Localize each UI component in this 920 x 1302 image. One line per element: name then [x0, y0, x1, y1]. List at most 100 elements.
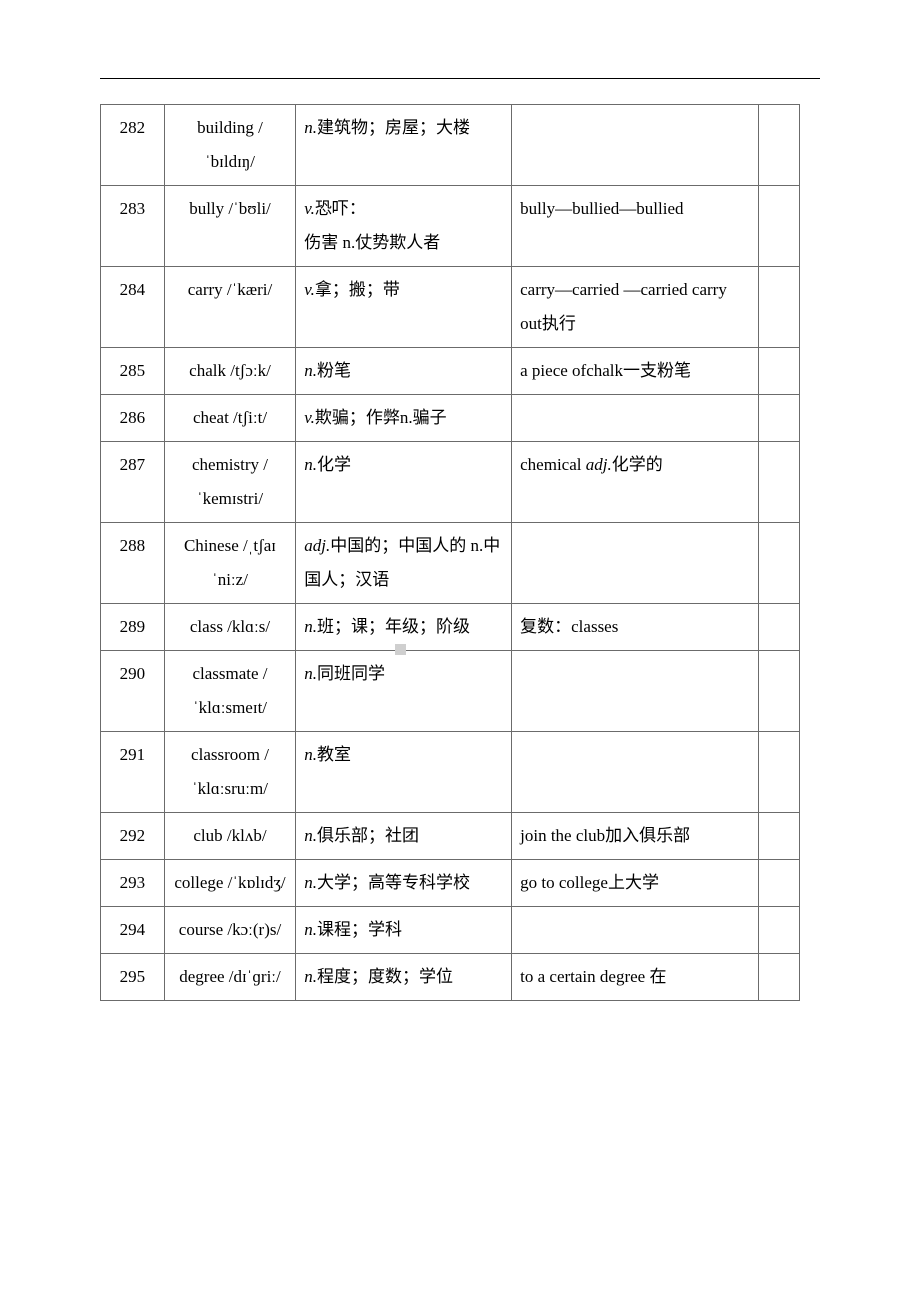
row-word: Chinese /ˌtʃaɪˈniːz/ — [164, 523, 296, 604]
row-blank — [758, 395, 799, 442]
notes-pos: adj. — [586, 455, 612, 474]
row-num: 283 — [101, 186, 165, 267]
row-def: n.化学 — [296, 442, 512, 523]
row-num: 286 — [101, 395, 165, 442]
pos-label: n. — [304, 920, 317, 939]
table-row: 293 college /ˈkɒlɪdʒ/ n.大学；高等专科学校 go to … — [101, 860, 800, 907]
table-row: 294 course /kɔː(r)s/ n.课程；学科 — [101, 907, 800, 954]
row-blank — [758, 523, 799, 604]
row-notes: bully—bullied—bullied — [512, 186, 759, 267]
def-text: 恐吓： — [315, 199, 366, 218]
row-word: college /ˈkɒlɪdʒ/ — [164, 860, 296, 907]
pos-label: v. — [304, 408, 315, 427]
table-row: 292 club /klʌb/ n.俱乐部；社团 join the club加入… — [101, 813, 800, 860]
row-def: v.欺骗；作弊n.骗子 — [296, 395, 512, 442]
row-notes: to a certain degree 在 — [512, 954, 759, 1001]
row-num: 292 — [101, 813, 165, 860]
table-row: 295 degree /dɪˈɡriː/ n.程度；度数；学位 to a cer… — [101, 954, 800, 1001]
row-def: n.同班同学 — [296, 651, 512, 732]
row-word: classroom /ˈklɑːsruːm/ — [164, 732, 296, 813]
pos-label: n. — [304, 967, 317, 986]
table-row: 287 chemistry /ˈkemɪstri/ n.化学 chemical … — [101, 442, 800, 523]
row-blank — [758, 813, 799, 860]
row-blank — [758, 604, 799, 651]
row-blank — [758, 442, 799, 523]
row-def: n.粉笔 — [296, 348, 512, 395]
page: 282 building /ˈbɪldɪŋ/ n.建筑物；房屋；大楼 283 b… — [0, 0, 920, 1302]
def-extra: 伤害 n.仗势欺人者 — [304, 233, 440, 252]
row-word: chemistry /ˈkemɪstri/ — [164, 442, 296, 523]
row-blank — [758, 732, 799, 813]
row-notes: join the club加入俱乐部 — [512, 813, 759, 860]
table-row: 291 classroom /ˈklɑːsruːm/ n.教室 — [101, 732, 800, 813]
row-def: v.拿；搬；带 — [296, 267, 512, 348]
pos-label: n. — [304, 617, 317, 636]
row-notes — [512, 732, 759, 813]
row-word: carry /ˈkæri/ — [164, 267, 296, 348]
pos-label: n. — [304, 455, 317, 474]
pos-label: v. — [304, 199, 315, 218]
table-row: 288 Chinese /ˌtʃaɪˈniːz/ adj.中国的；中国人的 n.… — [101, 523, 800, 604]
row-num: 289 — [101, 604, 165, 651]
table-row: 283 bully /ˈbʊli/ v.恐吓： 伤害 n.仗势欺人者 bully—… — [101, 186, 800, 267]
pos-label: n. — [304, 664, 317, 683]
row-word: bully /ˈbʊli/ — [164, 186, 296, 267]
def-text: 化学 — [317, 455, 351, 474]
row-def: v.恐吓： 伤害 n.仗势欺人者 — [296, 186, 512, 267]
def-text: 班；课；年级；阶级 — [317, 617, 470, 636]
pos-label: n. — [304, 826, 317, 845]
def-text: 课程；学科 — [317, 920, 402, 939]
row-notes — [512, 523, 759, 604]
pos-label: n. — [304, 745, 317, 764]
row-notes: go to college上大学 — [512, 860, 759, 907]
table-row: 284 carry /ˈkæri/ v.拿；搬；带 carry—carried … — [101, 267, 800, 348]
row-num: 294 — [101, 907, 165, 954]
notes-post: 化学的 — [612, 455, 663, 474]
row-word: building /ˈbɪldɪŋ/ — [164, 105, 296, 186]
row-notes: carry—carried —carried carry out执行 — [512, 267, 759, 348]
pos-label: n. — [304, 118, 317, 137]
row-def: n.课程；学科 — [296, 907, 512, 954]
row-blank — [758, 954, 799, 1001]
row-blank — [758, 186, 799, 267]
row-notes: 复数：classes — [512, 604, 759, 651]
row-blank — [758, 105, 799, 186]
def-text: 大学；高等专科学校 — [317, 873, 470, 892]
notes-pre: chemical — [520, 455, 586, 474]
row-notes: chemical adj.化学的 — [512, 442, 759, 523]
row-def: n.教室 — [296, 732, 512, 813]
def-text: 教室 — [317, 745, 351, 764]
row-num: 290 — [101, 651, 165, 732]
pos-label: v. — [304, 280, 315, 299]
row-notes — [512, 105, 759, 186]
row-def: n.大学；高等专科学校 — [296, 860, 512, 907]
row-notes — [512, 907, 759, 954]
row-word: club /klʌb/ — [164, 813, 296, 860]
row-def: n.程度；度数；学位 — [296, 954, 512, 1001]
row-num: 288 — [101, 523, 165, 604]
row-def: n.俱乐部；社团 — [296, 813, 512, 860]
vocab-table: 282 building /ˈbɪldɪŋ/ n.建筑物；房屋；大楼 283 b… — [100, 104, 800, 1001]
row-word: chalk /tʃɔːk/ — [164, 348, 296, 395]
row-num: 293 — [101, 860, 165, 907]
row-def: adj.中国的；中国人的 n.中国人；汉语 — [296, 523, 512, 604]
header-rule — [100, 78, 820, 79]
row-def: n.建筑物；房屋；大楼 — [296, 105, 512, 186]
row-word: cheat /tʃiːt/ — [164, 395, 296, 442]
def-text: 粉笔 — [317, 361, 351, 380]
row-notes — [512, 651, 759, 732]
row-num: 295 — [101, 954, 165, 1001]
row-word: course /kɔː(r)s/ — [164, 907, 296, 954]
def-text: 同班同学 — [317, 664, 385, 683]
pos-label: n. — [304, 873, 317, 892]
row-word: degree /dɪˈɡriː/ — [164, 954, 296, 1001]
row-blank — [758, 267, 799, 348]
row-blank — [758, 348, 799, 395]
row-blank — [758, 651, 799, 732]
def-text: 程度；度数；学位 — [317, 967, 453, 986]
row-blank — [758, 860, 799, 907]
row-word: classmate /ˈklɑːsmeɪt/ — [164, 651, 296, 732]
row-word: class /klɑːs/ — [164, 604, 296, 651]
row-num: 282 — [101, 105, 165, 186]
table-row: 289 class /klɑːs/ n.班；课；年级；阶级 复数：classes — [101, 604, 800, 651]
